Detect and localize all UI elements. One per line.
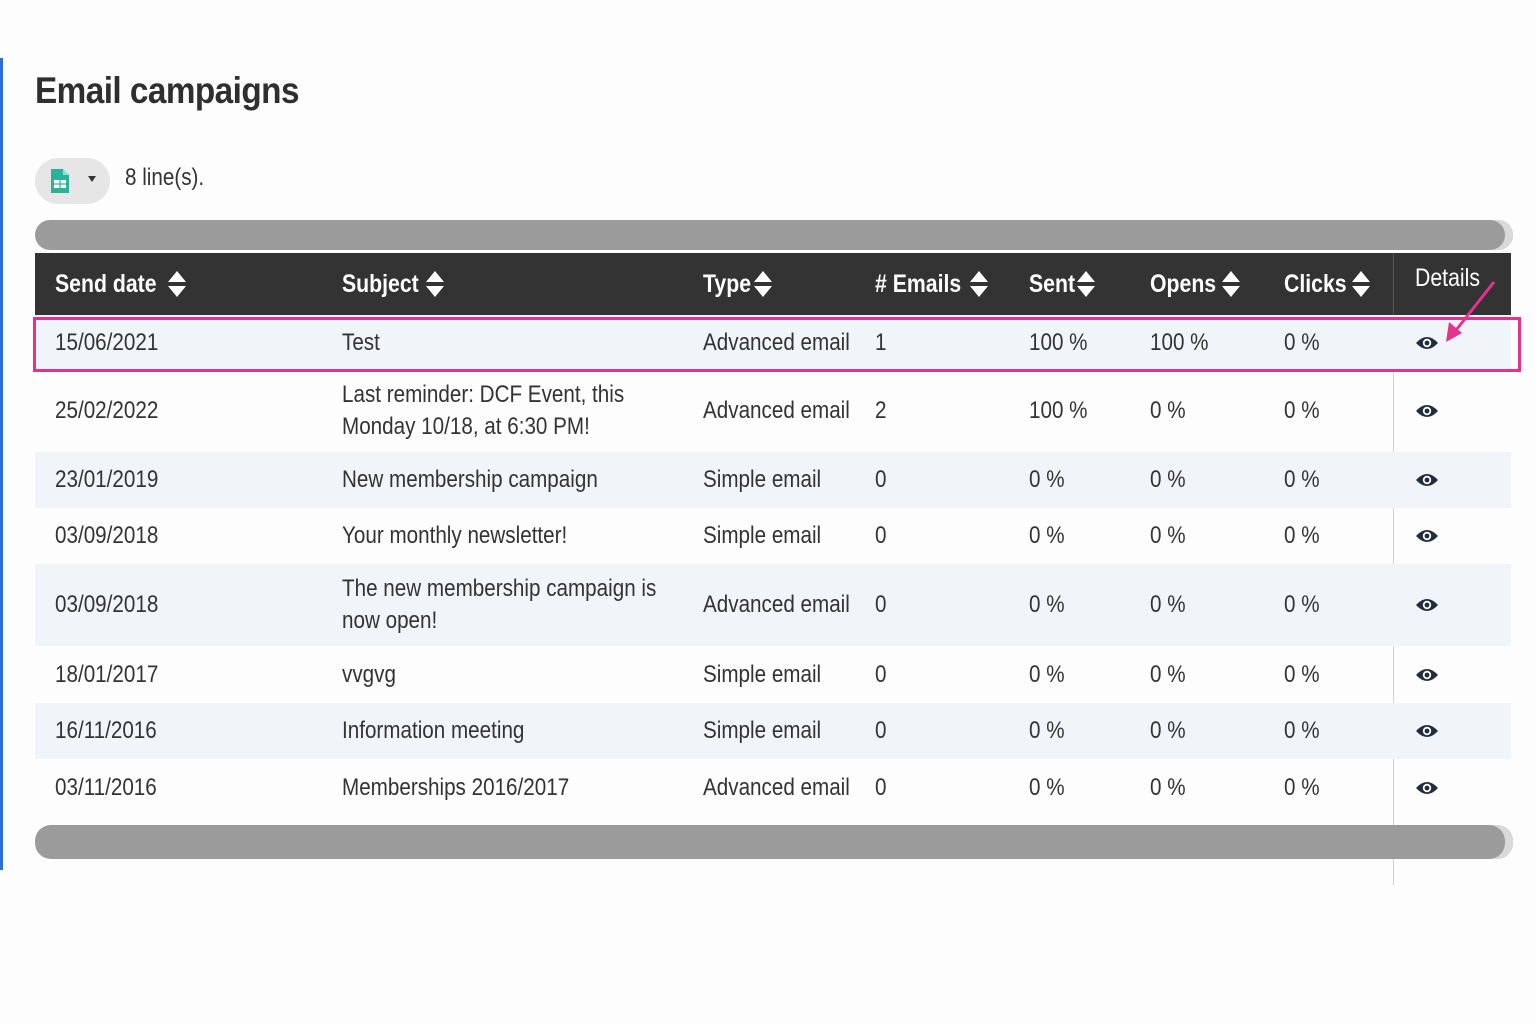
cell-clicks: 0 % [1284, 466, 1320, 493]
sort-icon [753, 271, 772, 297]
cell-opens: 0 % [1150, 522, 1186, 549]
cell-clicks: 0 % [1284, 717, 1320, 744]
cell-opens: 0 % [1150, 591, 1186, 618]
cell-send-date: 25/02/2022 [55, 397, 159, 424]
table-body: 15/06/2021 Test Advanced email 1 100 % 100 % 0… [35, 315, 1511, 885]
table-row: 15/06/2021 Test Advanced email 1 100 % 100 % 0… [35, 315, 1511, 370]
cell-send-date: 03/09/2018 [55, 591, 159, 618]
cell-type: Advanced email [703, 397, 850, 424]
table-row: 03/09/2018 Your monthly newsletter! Simple… [35, 508, 1511, 564]
cell-type: Advanced email [703, 774, 850, 801]
cell-opens: 100 % [1150, 328, 1209, 356]
cell-sent: 0 % [1029, 466, 1065, 493]
cell-sent: 0 % [1029, 774, 1065, 801]
cell-subject: Memberships 2016/2017 [342, 774, 570, 801]
cell-type: Advanced email [703, 328, 850, 356]
cell-sent: 0 % [1029, 660, 1065, 688]
cell-opens: 0 % [1150, 774, 1186, 801]
cell-emails: 0 [875, 591, 887, 618]
sort-icon [426, 271, 445, 297]
cell-emails: 1 [875, 328, 887, 356]
cell-clicks: 0 % [1284, 660, 1320, 688]
cell-send-date: 18/01/2017 [55, 660, 159, 688]
cell-send-date: 03/11/2016 [55, 774, 157, 801]
column-header-subject[interactable]: Subject [342, 253, 445, 315]
cell-sent: 100 % [1029, 328, 1088, 356]
campaigns-table: Send date Subject Type # Emails Sent Ope… [35, 253, 1511, 885]
view-details-eye-icon[interactable] [1415, 723, 1439, 744]
cell-opens: 0 % [1150, 717, 1186, 744]
cell-sent: 0 % [1029, 717, 1065, 744]
table-row: 03/11/2016 Memberships 2016/2017 Advanced … [35, 759, 1511, 817]
cell-subject: Test [342, 328, 380, 356]
column-header-type[interactable]: Type [703, 253, 772, 315]
table-row: 16/11/2016 Information meeting Simple emai… [35, 703, 1511, 759]
view-details-eye-icon[interactable] [1415, 597, 1439, 618]
column-header-opens[interactable]: Opens [1150, 253, 1240, 315]
cell-sent: 0 % [1029, 522, 1065, 549]
cell-subject: vvgvg [342, 660, 396, 688]
line-count: 8 line(s). [125, 164, 205, 191]
left-accent-bar [0, 58, 3, 870]
view-details-eye-icon[interactable] [1415, 335, 1439, 356]
cell-clicks: 0 % [1284, 522, 1320, 549]
column-header-sent[interactable]: Sent [1029, 253, 1096, 315]
cell-subject: The new membership campaign is now open! [342, 575, 657, 634]
column-header-clicks[interactable]: Clicks [1284, 253, 1370, 315]
horizontal-scrollbar-bottom[interactable] [35, 825, 1513, 859]
cell-sent: 100 % [1029, 397, 1088, 424]
sort-icon [168, 271, 187, 297]
cell-opens: 0 % [1150, 397, 1186, 424]
column-header-details: Details [1415, 263, 1480, 292]
cell-clicks: 0 % [1284, 397, 1320, 424]
horizontal-scrollbar-top[interactable] [35, 220, 1513, 250]
sort-icon [1351, 271, 1370, 297]
cell-subject: Last reminder: DCF Event, this Monday 10… [342, 381, 625, 440]
sort-icon [1077, 271, 1096, 297]
column-divider [1393, 253, 1394, 315]
view-details-eye-icon[interactable] [1415, 780, 1439, 801]
cell-send-date: 23/01/2019 [55, 466, 159, 493]
table-header: Send date Subject Type # Emails Sent Ope… [35, 253, 1511, 315]
export-dropdown-button[interactable] [35, 158, 110, 204]
view-details-eye-icon[interactable] [1415, 667, 1439, 688]
sort-icon [970, 271, 989, 297]
cell-sent: 0 % [1029, 591, 1065, 618]
cell-type: Simple email [703, 660, 822, 688]
sort-icon [1221, 271, 1240, 297]
cell-emails: 2 [875, 397, 887, 424]
caret-down-icon [88, 176, 96, 182]
cell-clicks: 0 % [1284, 774, 1320, 801]
cell-type: Simple email [703, 522, 822, 549]
table-row: 18/01/2017 vvgvg Simple email 0 0 % 0 % 0 % [35, 646, 1511, 703]
cell-type: Simple email [703, 466, 822, 493]
table-row: 25/02/2022 Last reminder: DCF Event, this… [35, 370, 1511, 452]
page-title: Email campaigns [35, 70, 300, 111]
table-row: 23/01/2019 New membership campaign Simple … [35, 452, 1511, 508]
cell-emails: 0 [875, 466, 887, 493]
cell-subject: New membership campaign [342, 466, 598, 493]
cell-emails: 0 [875, 717, 887, 744]
cell-type: Simple email [703, 717, 822, 744]
cell-type: Advanced email [703, 591, 850, 618]
spreadsheet-icon [49, 168, 71, 199]
view-details-eye-icon[interactable] [1415, 403, 1439, 424]
cell-emails: 0 [875, 774, 887, 801]
cell-opens: 0 % [1150, 466, 1186, 493]
cell-subject: Information meeting [342, 717, 525, 744]
cell-emails: 0 [875, 660, 887, 688]
cell-opens: 0 % [1150, 660, 1186, 688]
cell-send-date: 03/09/2018 [55, 522, 159, 549]
column-header-send-date[interactable]: Send date [55, 253, 187, 315]
cell-send-date: 16/11/2016 [55, 717, 157, 744]
cell-clicks: 0 % [1284, 328, 1320, 356]
view-details-eye-icon[interactable] [1415, 528, 1439, 549]
table-row: 03/09/2018 The new membership campaign is… [35, 564, 1511, 646]
cell-clicks: 0 % [1284, 591, 1320, 618]
cell-send-date: 15/06/2021 [55, 328, 159, 356]
column-header-emails[interactable]: # Emails [875, 253, 989, 315]
cell-emails: 0 [875, 522, 887, 549]
cell-subject: Your monthly newsletter! [342, 522, 568, 549]
view-details-eye-icon[interactable] [1415, 472, 1439, 493]
